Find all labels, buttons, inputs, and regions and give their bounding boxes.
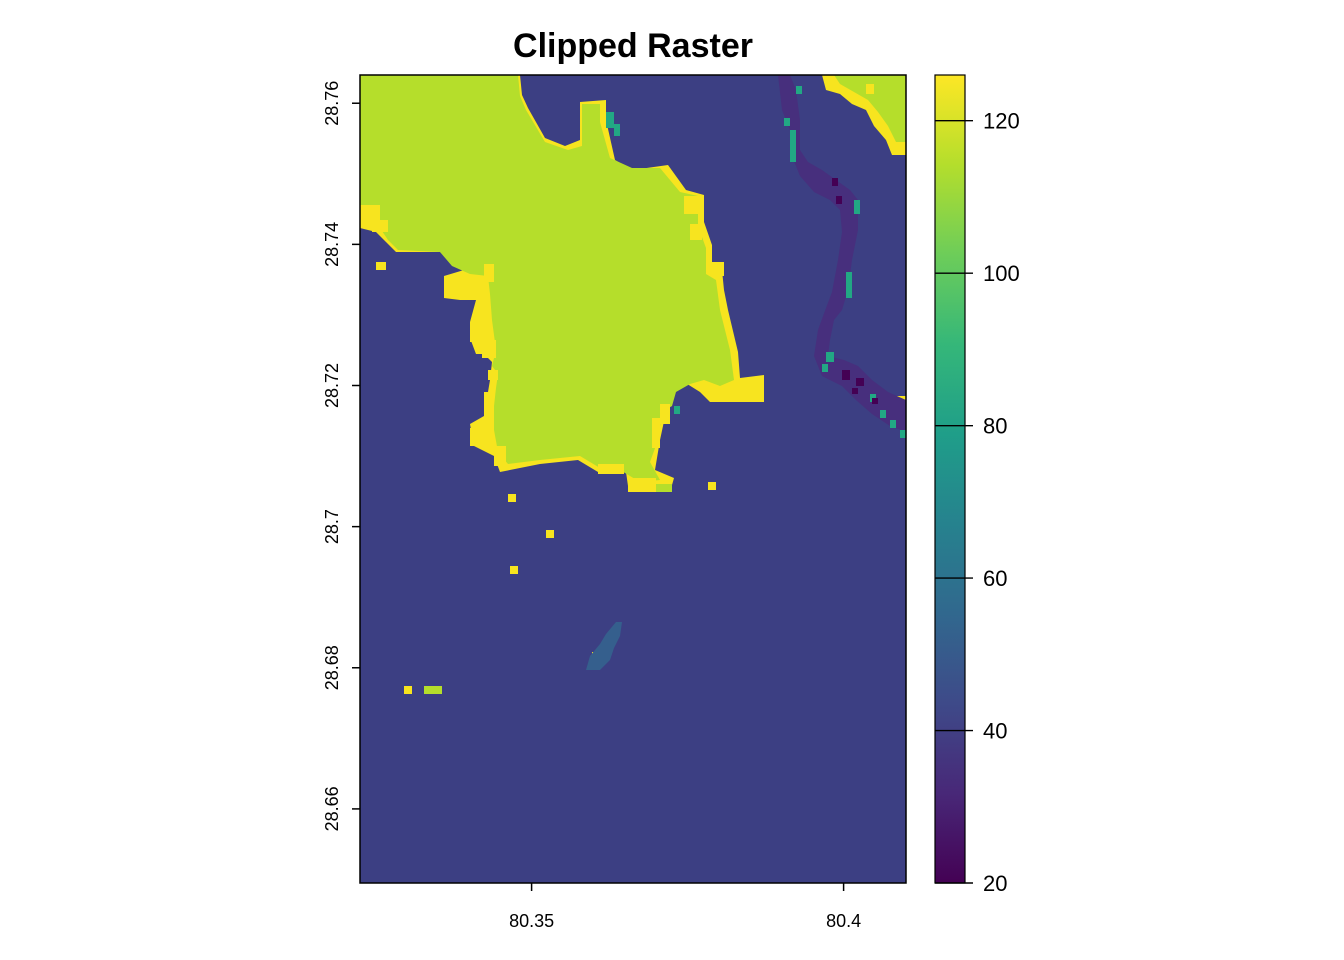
dark-spot — [832, 178, 838, 186]
dark-spot — [852, 388, 858, 394]
raster-layer — [360, 75, 906, 883]
edge-spot — [652, 418, 660, 448]
y-axis: 28.66 28.68 28.7 28.72 28.74 28.76 — [322, 81, 360, 831]
green-spot — [656, 484, 672, 492]
colorbar-ticks: 20 40 60 80 100 120 — [935, 109, 1020, 896]
edge-spot — [508, 494, 516, 502]
teal-spot — [890, 420, 896, 428]
y-tick-label: 28.66 — [322, 786, 342, 831]
colorbar-tick-label: 100 — [983, 261, 1020, 286]
y-tick-label: 28.74 — [322, 222, 342, 267]
colorbar-tick-label: 40 — [983, 719, 1007, 744]
teal-spot — [790, 130, 796, 162]
landmass-main — [360, 75, 734, 482]
edge-spot — [866, 84, 874, 94]
stream — [778, 75, 906, 432]
green-spot — [424, 686, 442, 694]
teal-spot — [846, 272, 852, 298]
edge-spot — [360, 205, 380, 221]
edge-spot — [404, 686, 412, 694]
edge-spot — [372, 220, 388, 232]
edge-spot — [598, 464, 624, 474]
colorbar-tick-label: 120 — [983, 109, 1020, 134]
edge-spot — [376, 262, 386, 270]
edge-spot — [660, 404, 670, 424]
x-axis: 80.35 80.4 — [509, 883, 861, 931]
y-tick-label: 28.7 — [322, 509, 342, 544]
corner-patch-main — [834, 75, 906, 142]
edge-spot — [482, 340, 496, 358]
colorbar-tick-label: 80 — [983, 414, 1007, 439]
edge-spot — [488, 370, 498, 380]
teal-spot — [674, 406, 680, 414]
edge-spot — [470, 428, 490, 446]
y-tick-label: 28.68 — [322, 645, 342, 690]
colorbar-tick-label: 60 — [983, 566, 1007, 591]
y-tick-label: 28.76 — [322, 81, 342, 126]
teal-spot — [784, 118, 790, 126]
edge-spot — [684, 196, 702, 214]
edge-spot — [712, 262, 724, 276]
edge-spot — [494, 446, 506, 466]
x-tick-label: 80.4 — [826, 911, 861, 931]
teal-spot — [822, 364, 828, 372]
teal-spot — [900, 430, 906, 438]
plot-frame — [359, 74, 907, 884]
x-tick-label: 80.35 — [509, 911, 554, 931]
teal-spot — [796, 86, 802, 94]
dark-spot — [836, 196, 842, 204]
dark-spot — [856, 378, 864, 386]
edge-spot — [484, 264, 494, 282]
edge-spot — [470, 326, 478, 342]
chart-title: Clipped Raster — [513, 27, 753, 65]
edge-spot — [690, 224, 702, 240]
teal-spot — [614, 124, 620, 136]
colorbar-gradient — [934, 74, 966, 884]
edge-spot — [510, 566, 518, 574]
teal-spot — [826, 352, 834, 362]
teal-spot — [880, 410, 886, 418]
edge-spot — [484, 392, 492, 436]
edge-spot — [708, 482, 716, 490]
teal-spot — [606, 112, 614, 128]
edge-spot — [546, 530, 554, 538]
dark-spot — [872, 398, 878, 404]
colorbar-tick-label: 20 — [983, 871, 1007, 896]
blue-patch — [586, 622, 622, 670]
dark-spot — [842, 370, 850, 380]
edge-spot — [628, 478, 656, 492]
y-tick-label: 28.72 — [322, 363, 342, 408]
colorbar: 20 40 60 80 100 120 — [934, 74, 1020, 896]
teal-spot — [854, 200, 860, 214]
